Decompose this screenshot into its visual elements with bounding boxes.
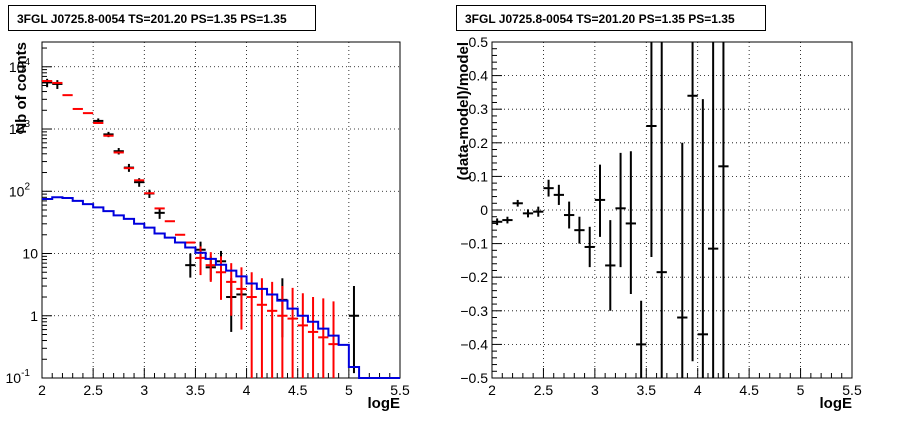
x-tick-label: 2.5	[534, 382, 554, 398]
y-tick-label: 0.2	[469, 135, 489, 151]
model-step-line	[42, 196, 400, 379]
y-tick-label: −0.4	[460, 336, 488, 352]
x-tick-label: 2	[488, 382, 496, 398]
y-tick-label: 1	[30, 308, 38, 324]
y-tick-label: 102	[9, 181, 31, 199]
y-tick-label: 0.1	[469, 168, 489, 184]
plot-frame	[41, 41, 401, 379]
y-axis-label: Nb of counts	[13, 42, 30, 134]
x-tick-label: 4	[694, 382, 702, 398]
right-chart: 2 2.5 3 3.5 4 4.5 5 5.5 −0.5 −0.4 −0.3 −0.2 −0.1 0 0.1…	[455, 34, 862, 412]
x-tick-label: 4	[243, 382, 251, 398]
y-tick-label: 10-1	[6, 368, 31, 386]
x-tick-label: 5	[345, 382, 353, 398]
y-tick-label: 0.5	[469, 34, 489, 50]
y-tick-label: 0.3	[469, 101, 489, 117]
x-tick-label: 5	[797, 382, 805, 398]
x-tick-label: 4.5	[288, 382, 308, 398]
left-chart-title: 3FGL J0725.8-0054 TS=201.20 PS=1.35 PS=1…	[8, 5, 316, 31]
x-tick-label: 5.5	[390, 382, 410, 398]
x-tick-label: 2	[38, 382, 46, 398]
x-tick-label: 3	[140, 382, 148, 398]
x-tick-label: 4.5	[739, 382, 759, 398]
right-chart-title: 3FGL J0725.8-0054 TS=201.20 PS=1.35 PS=1…	[456, 5, 766, 31]
y-axis-label: (data-model)/model	[455, 42, 472, 180]
y-tick-label: −0.2	[460, 269, 488, 285]
x-tick-label: 2.5	[83, 382, 103, 398]
y-tick-label: 10	[22, 246, 38, 262]
x-tick-label: 3	[591, 382, 599, 398]
x-tick-label: 3.5	[637, 382, 657, 398]
x-tick-label: 3.5	[186, 382, 206, 398]
y-tick-label: 0.4	[469, 68, 489, 84]
y-tick-label: −0.1	[460, 236, 488, 252]
y-tick-label: 0	[480, 202, 488, 218]
y-tick-label: −0.5	[460, 370, 488, 386]
x-axis-label: logE	[820, 395, 853, 412]
y-tick-label: −0.3	[460, 303, 488, 319]
x-tick-label: 5.5	[842, 382, 862, 398]
x-axis-label: logE	[368, 395, 401, 412]
